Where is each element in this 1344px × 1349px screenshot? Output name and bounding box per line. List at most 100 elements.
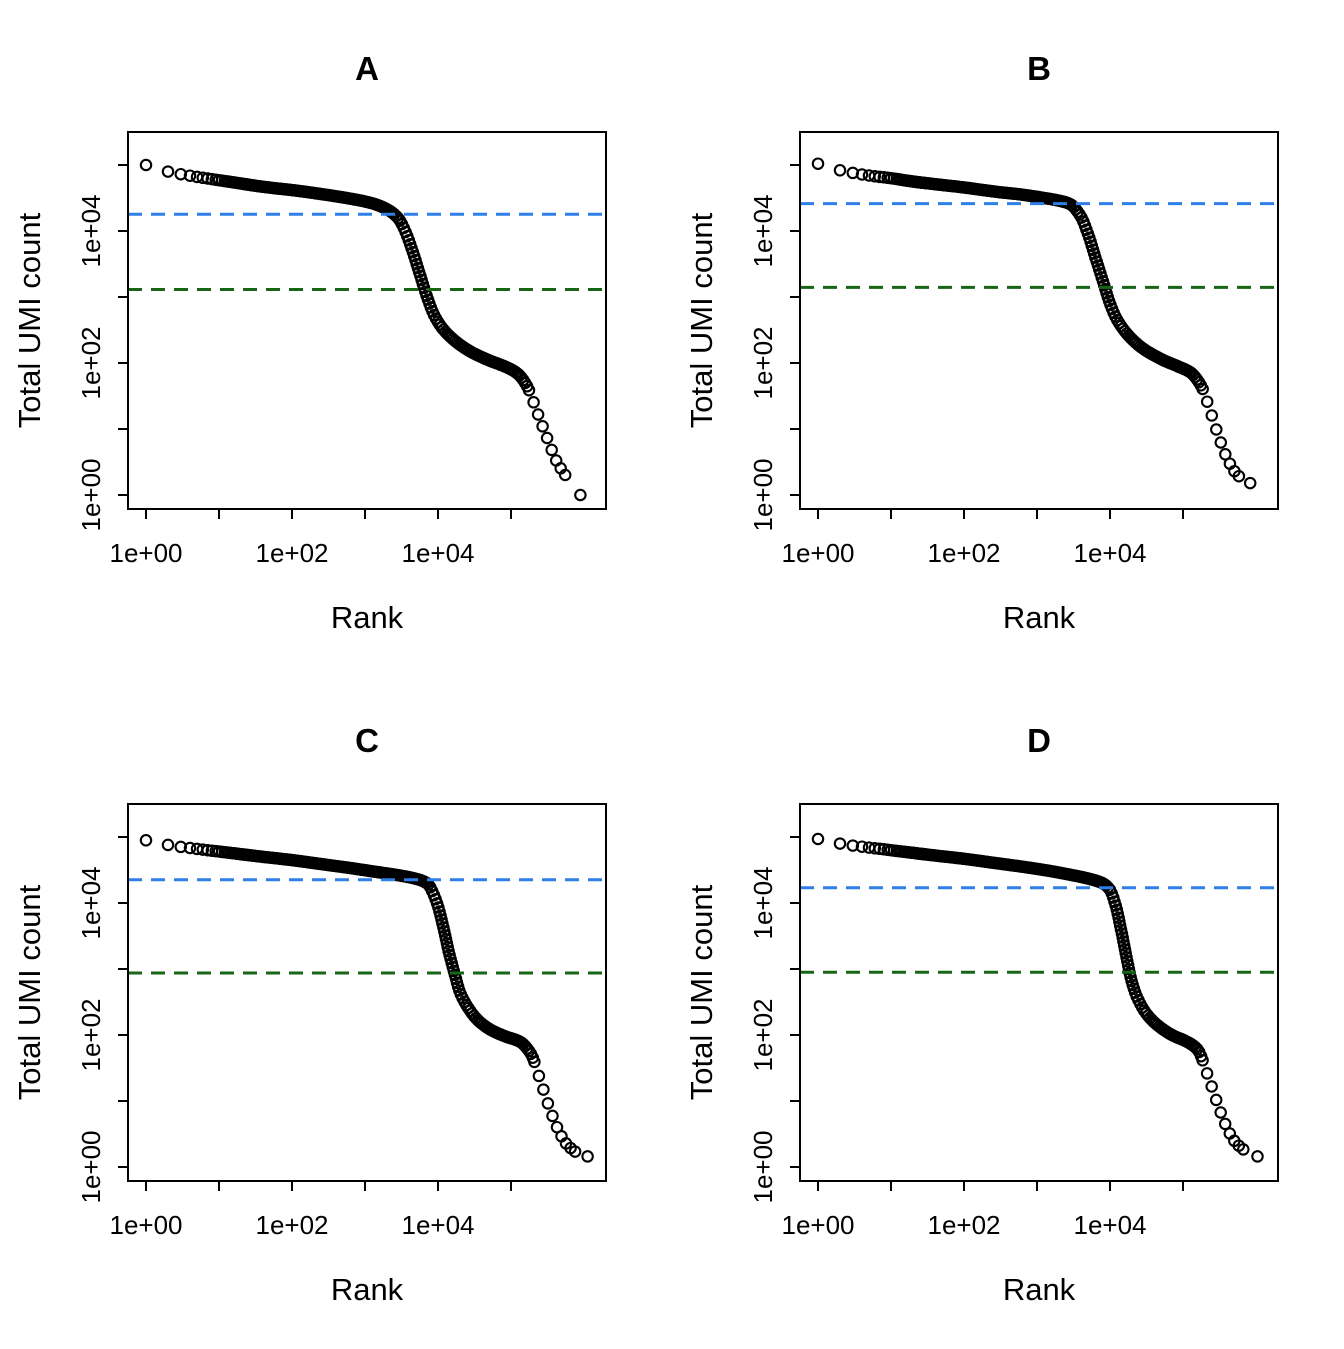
data-point: [1214, 436, 1228, 449]
data-point: [139, 158, 153, 172]
data-point: [833, 164, 847, 177]
data-point: [528, 1055, 541, 1069]
data-point: [1196, 382, 1209, 396]
y-tick-label: 1e+04: [76, 866, 106, 939]
plot-box: [799, 131, 1279, 510]
data-point: [1251, 1150, 1264, 1163]
panel-a: 1e+00 1e+02 1e+04 1e+00 1e+02 1e+04 Rank Total …: [0, 0, 672, 672]
x-tick-label: 1e+04: [1073, 1210, 1146, 1240]
data-point: [161, 165, 175, 178]
data-point: [846, 839, 860, 852]
data-point: [527, 396, 540, 409]
y-tick-label: 1e+02: [748, 326, 778, 399]
rank-umi-curve: [811, 157, 1257, 490]
x-tick-label: 1e+04: [401, 1210, 474, 1240]
y-tick-label: 1e+00: [76, 1130, 106, 1203]
y-tick-label: 1e+04: [748, 866, 778, 939]
x-tick-label: 1e+00: [781, 538, 854, 568]
data-point: [540, 431, 554, 445]
panel-title: C: [355, 722, 379, 759]
y-axis-label: Total UMI count: [684, 884, 719, 1100]
data-point: [183, 841, 197, 855]
x-tick-label: 1e+00: [109, 1210, 182, 1240]
x-tick-label: 1e+02: [255, 538, 328, 568]
data-point: [1210, 423, 1223, 436]
panel-title: A: [355, 50, 379, 87]
data-point: [868, 170, 882, 183]
rank-umi-curve: [139, 834, 594, 1163]
panel-title: B: [1027, 50, 1051, 87]
x-tick-label: 1e+04: [401, 538, 474, 568]
data-point: [1218, 1117, 1232, 1131]
panel-c: 1e+00 1e+02 1e+04 1e+00 1e+02 1e+04 Rank Total …: [0, 672, 672, 1344]
panel-D-plot: 1e+00 1e+02 1e+04 1e+00 1e+02 1e+04 Rank Total …: [684, 722, 1279, 1307]
x-axis-label: Rank: [1003, 1272, 1076, 1307]
x-axis-label: Rank: [331, 600, 404, 635]
data-point: [541, 1097, 555, 1110]
data-point: [1200, 395, 1214, 408]
panel-A-plot: 1e+00 1e+02 1e+04 1e+00 1e+02 1e+04 Rank Total …: [12, 50, 607, 635]
data-point: [855, 840, 869, 853]
data-point: [568, 1145, 582, 1158]
data-point: [545, 443, 558, 457]
data-point: [536, 420, 549, 433]
data-point: [581, 1150, 594, 1163]
data-point: [522, 383, 536, 397]
data-point: [833, 837, 847, 850]
panel-B-plot: 1e+00 1e+02 1e+04 1e+00 1e+02 1e+04 Rank Total …: [684, 50, 1279, 635]
y-axis-label: Total UMI count: [12, 884, 47, 1100]
data-point: [174, 840, 188, 854]
data-point: [161, 838, 175, 852]
data-point: [546, 1109, 559, 1123]
x-tick-label: 1e+02: [927, 538, 1000, 568]
panel-C-plot: 1e+00 1e+02 1e+04 1e+00 1e+02 1e+04 Rank Total …: [12, 722, 607, 1307]
panel-title: D: [1027, 722, 1051, 759]
data-point: [139, 834, 153, 847]
plot-box: [799, 803, 1279, 1182]
data-point: [1232, 469, 1246, 483]
y-tick-label: 1e+00: [76, 458, 106, 531]
plot-box: [127, 131, 607, 510]
data-point: [1205, 1080, 1218, 1093]
x-tick-label: 1e+00: [781, 1210, 854, 1240]
x-tick-label: 1e+02: [927, 1210, 1000, 1240]
data-point: [1196, 1054, 1209, 1067]
data-point: [183, 169, 197, 182]
data-point: [196, 843, 210, 856]
data-point: [1200, 1067, 1214, 1080]
y-tick-label: 1e+04: [76, 194, 106, 267]
data-point: [1237, 1143, 1250, 1156]
y-tick-label: 1e+04: [748, 194, 778, 267]
x-axis-label: Rank: [331, 1272, 404, 1307]
data-point: [811, 832, 825, 846]
plot-box: [127, 803, 607, 1182]
rank-umi-curve: [139, 158, 587, 502]
x-axis-label: Rank: [1003, 600, 1076, 635]
y-tick-label: 1e+02: [76, 998, 106, 1071]
data-point: [196, 171, 210, 185]
panel-d: 1e+00 1e+02 1e+04 1e+00 1e+02 1e+04 Rank Total …: [672, 672, 1344, 1344]
data-point: [811, 157, 825, 170]
rank-umi-curve: [811, 832, 1264, 1163]
data-point: [1243, 476, 1257, 490]
y-tick-label: 1e+00: [748, 458, 778, 531]
x-tick-label: 1e+04: [1073, 538, 1146, 568]
data-point: [873, 842, 886, 856]
data-point: [1205, 409, 1219, 422]
data-point: [1214, 1106, 1227, 1119]
y-axis-label: Total UMI count: [12, 212, 47, 428]
data-point: [532, 1069, 546, 1083]
y-tick-label: 1e+00: [748, 1130, 778, 1203]
data-point: [868, 842, 882, 855]
x-tick-label: 1e+02: [255, 1210, 328, 1240]
y-axis-label: Total UMI count: [684, 212, 719, 428]
data-point: [558, 468, 572, 482]
data-point: [537, 1083, 550, 1096]
data-point: [531, 408, 545, 421]
y-tick-label: 1e+02: [748, 998, 778, 1071]
data-point: [855, 168, 869, 181]
data-point: [1209, 1093, 1223, 1107]
x-tick-label: 1e+00: [109, 538, 182, 568]
data-point: [574, 488, 587, 502]
